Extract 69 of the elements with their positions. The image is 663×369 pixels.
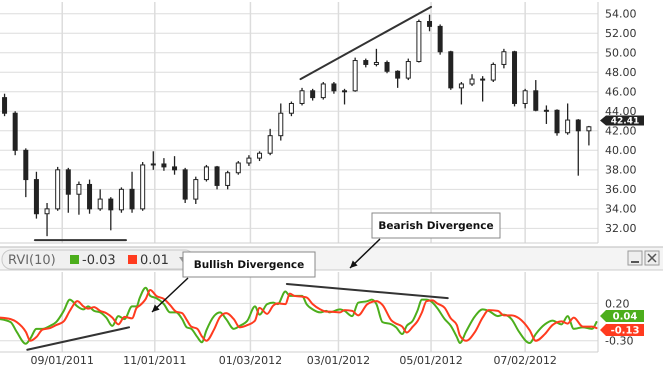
candlestick — [172, 156, 178, 176]
candlestick — [501, 48, 506, 69]
y-tick-label: 48.00 — [605, 66, 636, 80]
y-tick-label: 42.00 — [605, 124, 636, 138]
legend-title: RVI(10) — [8, 253, 56, 268]
candlestick — [533, 79, 538, 112]
candlestick — [161, 157, 166, 172]
x-tick-label: 09/01/2011 — [30, 354, 94, 367]
text: -0.13 — [610, 326, 640, 336]
candlestick — [76, 180, 82, 216]
candlestick — [522, 88, 528, 109]
text: Bullish Divergence — [194, 259, 304, 272]
candlestick — [246, 154, 252, 167]
x-tick-label: 11/01/2011 — [123, 354, 187, 367]
y-tick-label: 34.00 — [605, 202, 636, 216]
text: 0.04 — [612, 312, 638, 322]
candlestick — [374, 48, 379, 68]
y-tick-label: -0.30 — [605, 334, 634, 348]
candlestick — [342, 88, 348, 106]
x-tick-label: 03/01/2012 — [306, 354, 370, 367]
candlestick — [470, 74, 475, 87]
x-tick-label: 01/03/2012 — [218, 354, 282, 367]
candlestick — [257, 150, 262, 162]
annotation: Bearish Divergence — [378, 220, 494, 232]
candlestick — [554, 108, 560, 136]
candlestick — [288, 100, 294, 117]
candlestick — [44, 202, 50, 237]
candlestick — [214, 165, 220, 190]
candlestick — [458, 81, 464, 106]
candlestick — [406, 58, 411, 81]
candlestick — [108, 196, 114, 231]
candlestick — [278, 102, 284, 142]
candlestick — [150, 150, 156, 170]
candlestick — [193, 176, 198, 205]
candlestick — [130, 171, 135, 214]
legend-label: -0.03 — [82, 253, 116, 268]
y-tick-label: 32.00 — [605, 222, 636, 236]
candlestick — [384, 60, 390, 74]
y-tick-label: 38.00 — [605, 164, 636, 177]
x-tick-label: 07/02/2012 — [493, 354, 557, 367]
candlestick — [586, 125, 592, 146]
candlestick — [320, 81, 326, 100]
text: 42.41 — [610, 116, 640, 127]
candlestick — [2, 93, 8, 117]
candlestick — [427, 14, 432, 32]
candlestick — [544, 104, 549, 125]
candlestick — [490, 62, 496, 83]
candlestick — [300, 87, 305, 106]
y-tick-label: 40.00 — [605, 144, 636, 158]
y-tick-label: 46.00 — [605, 86, 636, 99]
y-tick-label: 0.20 — [605, 297, 630, 310]
y-tick-label: 36.00 — [605, 183, 636, 196]
y-tick-label: 52.00 — [605, 27, 636, 40]
legend-label: 0.01 — [140, 253, 169, 268]
candlestick — [225, 170, 230, 190]
candlestick — [565, 102, 570, 136]
y-tick-label: 50.00 — [605, 46, 636, 60]
candlestick — [204, 164, 209, 182]
candlestick — [310, 88, 316, 102]
candlestick — [331, 81, 336, 94]
candlestick — [118, 186, 124, 214]
candlestick — [268, 128, 273, 156]
candlestick — [395, 70, 400, 89]
candlestick — [480, 76, 486, 102]
y-tick-label: 54.00 — [605, 8, 636, 21]
x-tick-label: 05/01/2012 — [399, 354, 463, 367]
candlestick — [576, 118, 581, 176]
candlestick — [98, 188, 103, 212]
candlestick — [236, 160, 241, 176]
